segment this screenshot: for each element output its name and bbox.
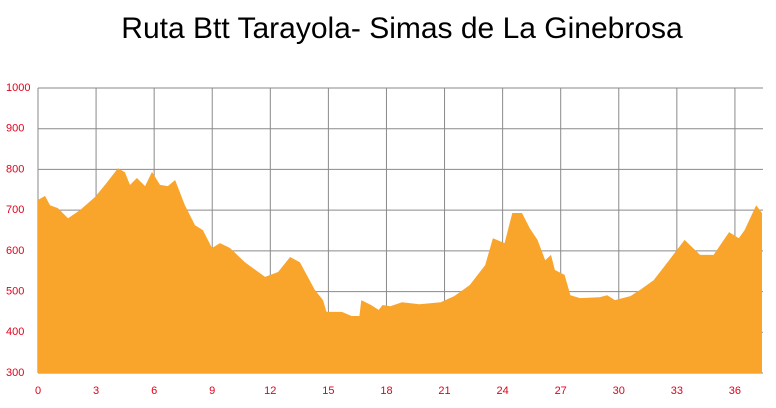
- x-tick-label: 21: [438, 385, 450, 397]
- y-tick-label: 800: [6, 163, 24, 175]
- y-tick-label: 700: [6, 204, 24, 216]
- y-tick-label: 900: [6, 123, 24, 135]
- x-tick-label: 3: [93, 385, 99, 397]
- x-tick-label: 27: [555, 385, 567, 397]
- x-tick-label: 15: [322, 385, 334, 397]
- x-tick-label: 6: [151, 385, 157, 397]
- x-tick-label: 30: [613, 385, 625, 397]
- x-tick-label: 24: [496, 385, 508, 397]
- x-tick-label: 33: [671, 385, 683, 397]
- y-tick-label: 500: [6, 285, 24, 297]
- x-tick-label: 9: [209, 385, 215, 397]
- elevation-area: [38, 168, 762, 373]
- x-tick-label: 18: [380, 385, 392, 397]
- y-tick-label: 600: [6, 245, 24, 257]
- y-tick-label: 400: [6, 326, 24, 338]
- x-tick-label: 0: [35, 385, 41, 397]
- y-tick-label: 300: [6, 367, 24, 379]
- y-tick-label: 1000: [6, 82, 30, 94]
- x-tick-label: 12: [264, 385, 276, 397]
- chart-title: Ruta Btt Tarayola- Simas de La Ginebrosa: [121, 12, 683, 45]
- x-tick-label: 36: [729, 385, 741, 397]
